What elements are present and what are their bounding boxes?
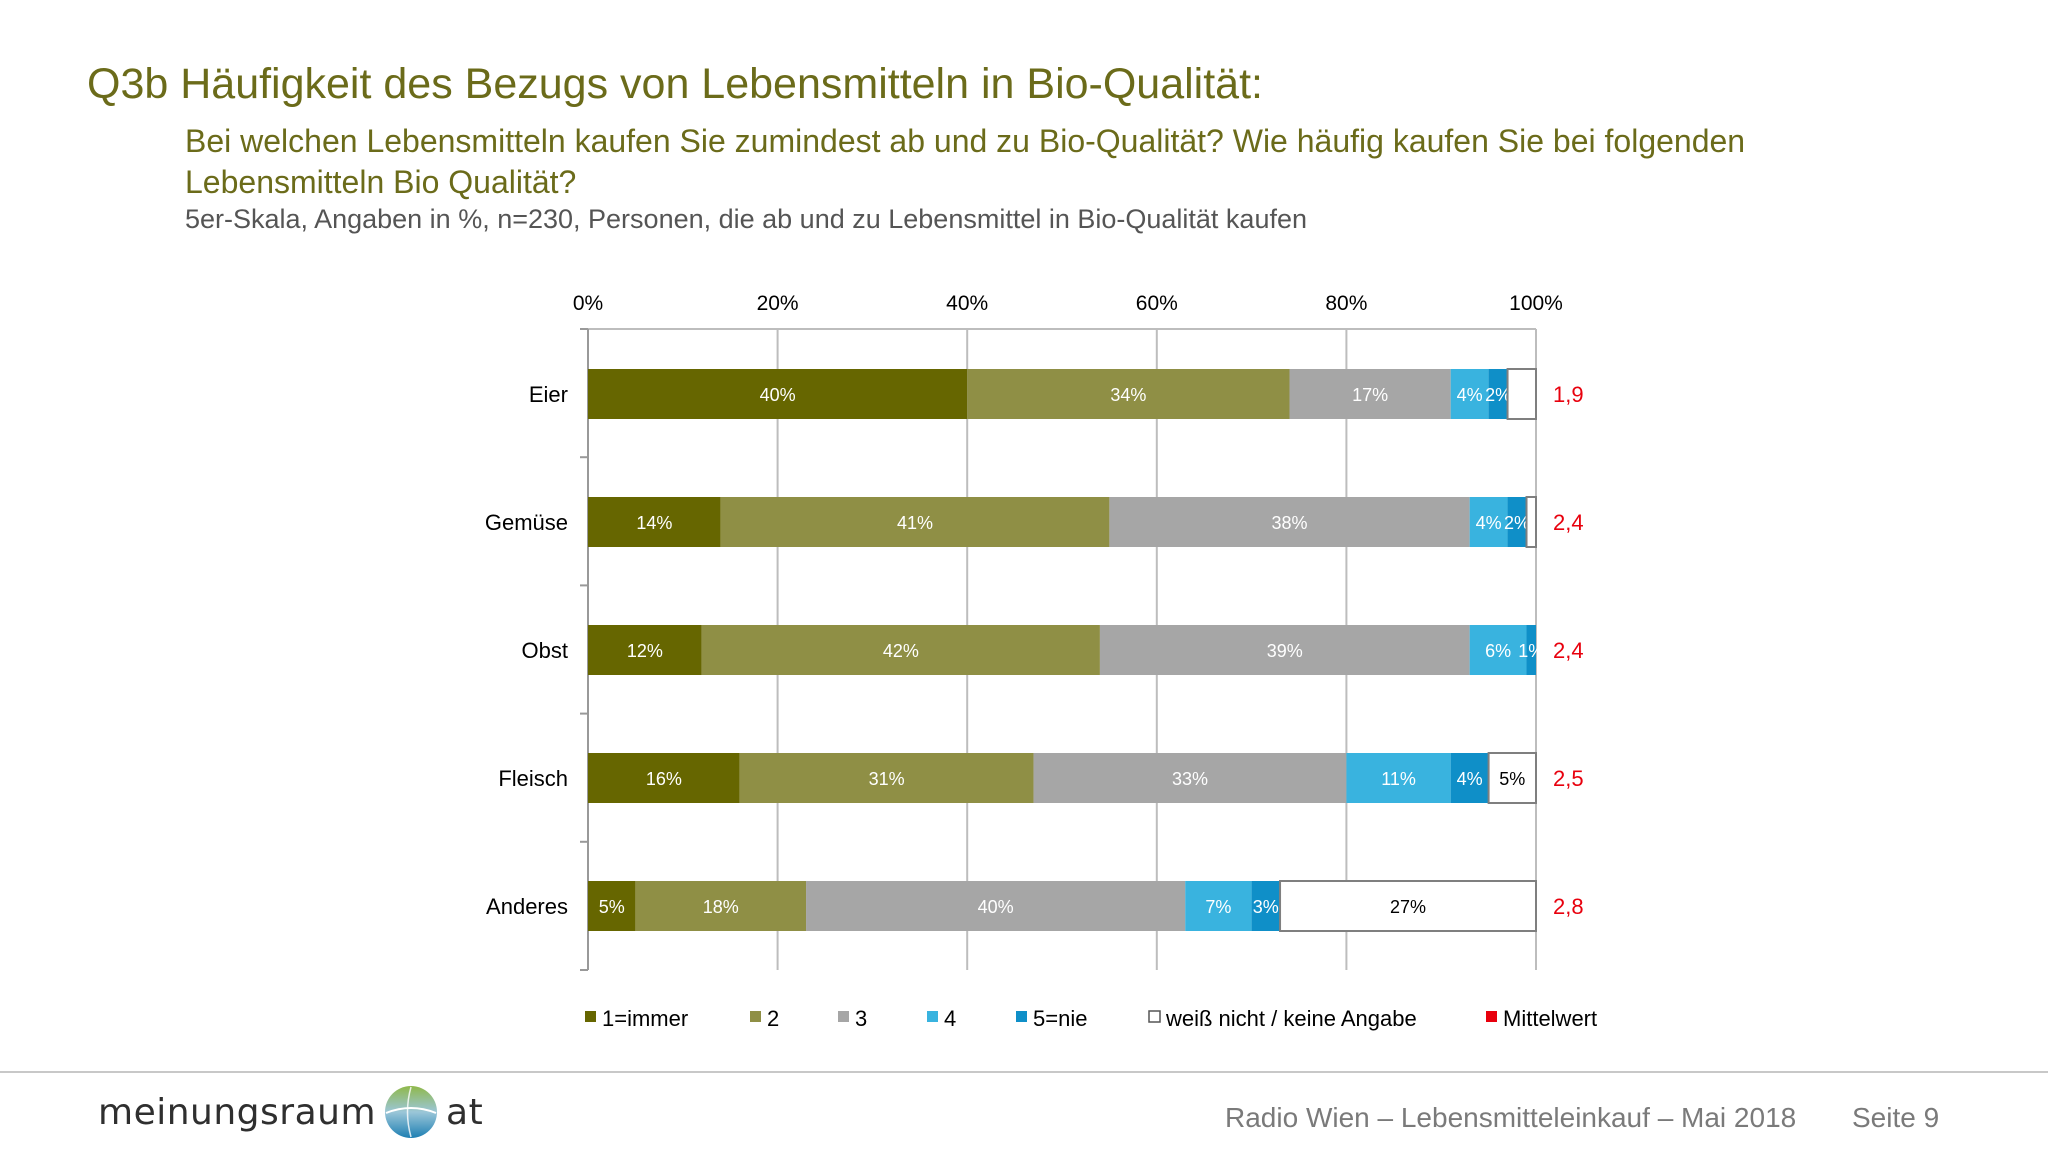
legend-swatch: [585, 1011, 596, 1022]
page-number: Seite 9: [1852, 1102, 1940, 1133]
data-label: 41%: [897, 513, 933, 533]
category-label: Anderes: [486, 894, 568, 919]
bar-segment: [720, 497, 1110, 547]
data-label: 27%: [1390, 897, 1426, 917]
mean-value-label: 2,4: [1553, 510, 1584, 535]
data-label: 40%: [978, 897, 1014, 917]
legend-swatch: [1016, 1011, 1027, 1022]
legend-swatch: [1148, 1010, 1161, 1023]
bar-segment: [1109, 497, 1470, 547]
bar-segment: [739, 753, 1034, 803]
mean-value-label: 1,9: [1553, 382, 1584, 407]
data-label: 18%: [703, 897, 739, 917]
category-label: Obst: [522, 638, 568, 663]
data-label: 14%: [636, 513, 672, 533]
category-label: Gemüse: [485, 510, 568, 535]
legend-label: 4: [944, 1006, 956, 1031]
bar-segment: [701, 625, 1100, 675]
data-label: 4%: [1457, 769, 1483, 789]
category-label: Fleisch: [498, 766, 568, 791]
legend-label: Mittelwert: [1503, 1006, 1597, 1031]
data-label: 7%: [1205, 897, 1231, 917]
data-label: 2%: [1504, 513, 1530, 533]
legend-swatch: [1486, 1011, 1497, 1022]
bar-segment: [1525, 496, 1538, 548]
data-label: 2%: [1485, 385, 1511, 405]
bar-segment: [588, 881, 636, 931]
data-label: 1%: [1518, 641, 1544, 661]
data-label: 3%: [1253, 897, 1279, 917]
bar-segment: [1507, 497, 1527, 547]
data-label: 11%: [1381, 769, 1416, 789]
bar-segment: [806, 881, 1186, 931]
legend-label: weiß nicht / keine Angabe: [1165, 1006, 1417, 1031]
data-label: 38%: [1272, 513, 1308, 533]
data-label: 4%: [1476, 513, 1502, 533]
x-tick-label: 40%: [946, 292, 988, 315]
logo-text-left: meinungsraum: [98, 1091, 377, 1133]
mean-value-label: 2,4: [1553, 638, 1584, 663]
bar-segment: [1450, 369, 1489, 419]
x-tick-label: 80%: [1325, 292, 1367, 315]
bar-segment: [1488, 369, 1508, 419]
legend-swatch: [750, 1011, 761, 1022]
bar-segment: [1185, 881, 1252, 931]
bar-segment: [1526, 625, 1536, 675]
legend-label: 1=immer: [602, 1006, 688, 1031]
bar-segment: [1279, 880, 1538, 932]
bar-segment: [1099, 625, 1470, 675]
data-label: 5%: [1499, 769, 1525, 789]
bar-segment: [588, 753, 740, 803]
legend-swatch: [838, 1011, 849, 1022]
data-label: 4%: [1457, 385, 1483, 405]
data-label: 17%: [1352, 385, 1388, 405]
bar-segment: [1289, 369, 1451, 419]
bar-segment: [1506, 368, 1538, 420]
legend-label: 5=nie: [1033, 1006, 1087, 1031]
page-title: Q3b Häufigkeit des Bezugs von Lebensmitt…: [87, 60, 1263, 108]
data-label: 33%: [1172, 769, 1208, 789]
bar-segment: [1487, 752, 1537, 804]
bar-segment: [1033, 753, 1347, 803]
bar-segment: [588, 497, 721, 547]
sample-note: 5er-Skala, Angaben in %, n=230, Personen…: [185, 204, 1307, 234]
bar-segment: [1251, 881, 1281, 931]
company-logo: meinungsraum at: [98, 1082, 483, 1142]
question-text: Bei welchen Lebensmitteln kaufen Sie zum…: [185, 123, 1746, 200]
data-label: 16%: [646, 769, 682, 789]
bar-segment: [967, 369, 1290, 419]
logo-text-right: at: [446, 1091, 484, 1133]
footer-divider: [0, 1071, 2048, 1073]
data-label: 42%: [883, 641, 919, 661]
data-label: 34%: [1110, 385, 1146, 405]
bar-segment: [1346, 753, 1451, 803]
x-tick-label: 60%: [1136, 292, 1178, 315]
bar-segment: [1450, 753, 1489, 803]
globe-icon: [385, 1086, 438, 1138]
mean-value-label: 2,8: [1553, 894, 1584, 919]
category-label: Eier: [529, 382, 568, 407]
data-label: 40%: [760, 385, 796, 405]
x-tick-label: 20%: [757, 292, 799, 315]
data-label: 31%: [869, 769, 905, 789]
bar-segment: [588, 625, 702, 675]
footer-source: Radio Wien – Lebensmitteleinkauf – Mai 2…: [1225, 1102, 1797, 1133]
data-label: 6%: [1485, 641, 1511, 661]
data-label: 39%: [1267, 641, 1303, 661]
bar-segment: [1469, 625, 1527, 675]
legend-label: 2: [767, 1006, 779, 1031]
x-tick-label: 100%: [1509, 292, 1563, 315]
data-label: 5%: [599, 897, 625, 917]
x-tick-label: 0%: [573, 292, 603, 315]
legend-swatch: [927, 1011, 938, 1022]
bar-segment: [588, 369, 968, 419]
bar-segment: [1469, 497, 1508, 547]
legend-label: 3: [855, 1006, 867, 1031]
data-label: 12%: [627, 641, 663, 661]
mean-value-label: 2,5: [1553, 766, 1584, 791]
bar-segment: [635, 881, 807, 931]
stacked-bar-chart: 0% 20% 40% 60% 80% 100%Eier 40% 34% 17% 4% 2% 1,9Ge…: [485, 292, 1597, 1031]
